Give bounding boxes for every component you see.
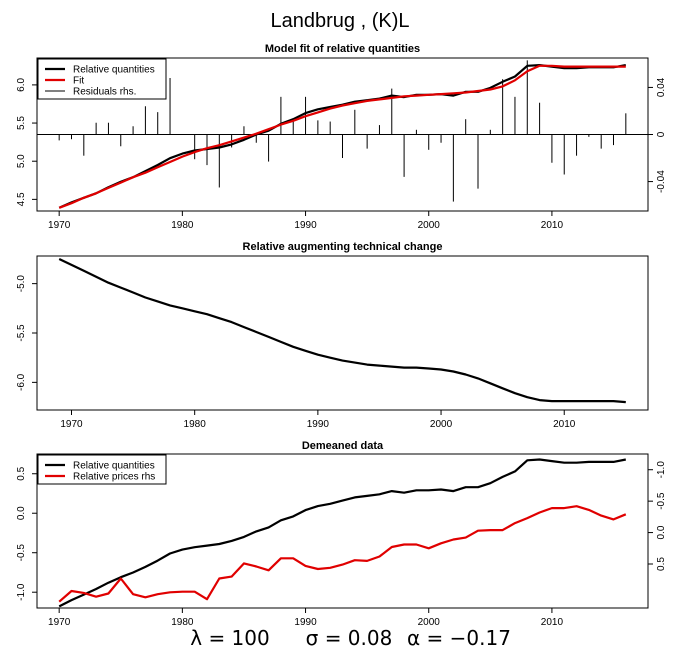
legend-label: Relative quantities	[73, 65, 155, 76]
y-tick-label: -5.0	[16, 275, 27, 293]
plot-frame	[36, 255, 649, 411]
y-right-tick-label: -0.04	[656, 170, 667, 193]
plot-frame	[36, 453, 649, 609]
x-tick-label: 1980	[171, 617, 194, 628]
legend-label: Fit	[73, 76, 84, 87]
x-tick-label: 1970	[48, 617, 71, 628]
x-tick-label: 2010	[541, 220, 564, 231]
y-right-tick-label: -1.0	[656, 461, 667, 479]
lambda-value: λ = 100	[190, 626, 269, 650]
chart-panels: Model fit of relative quantities 1970 1980…	[16, 43, 667, 628]
y-right-tick-label: 0.0	[656, 525, 667, 539]
series-fit	[58, 64, 626, 209]
y-tick-label: -5.5	[16, 324, 27, 342]
legend-label: Relative prices rhs	[73, 472, 155, 483]
y-tick-label: -0.5	[16, 544, 27, 562]
y-right-tick-label: 0.5	[656, 557, 667, 571]
panel-technical-change: Relative augmenting technical change 1970…	[16, 241, 649, 430]
panel-title: Demeaned data	[302, 440, 384, 452]
y-tick-label: 6.0	[16, 78, 27, 92]
panel-title: Model fit of relative quantities	[265, 43, 420, 55]
x-tick-label: 2010	[541, 617, 564, 628]
y-tick-label: -6.0	[16, 373, 27, 391]
series-relative-quantities	[58, 458, 627, 608]
parameter-footer: λ = 100 σ = 0.08 α = −0.17	[190, 626, 511, 650]
y-right-tick-label: -0.5	[656, 492, 667, 510]
y-right-tick-label: 0.04	[656, 77, 667, 97]
alpha-value: α = −0.17	[407, 626, 511, 650]
x-tick-label: 1990	[294, 220, 317, 231]
y-tick-label: 5.5	[16, 116, 27, 130]
legend-label: Residuals rhs.	[73, 87, 136, 98]
x-tick-label: 2010	[553, 419, 576, 430]
x-tick-label: 2000	[418, 617, 441, 628]
y-tick-label: 0.5	[16, 466, 27, 480]
x-tick-label: 1970	[48, 220, 71, 231]
x-tick-label: 1970	[60, 419, 83, 430]
series-technical-change	[58, 258, 626, 404]
panel-demeaned-data: Demeaned data 1970 1980 1990 2000 2010 -1.0 -0.…	[16, 440, 667, 628]
y-right-tick-label: 0	[656, 131, 667, 137]
y-tick-label: -1.0	[16, 583, 27, 601]
x-tick-label: 2000	[430, 419, 453, 430]
x-tick-label: 1980	[184, 419, 207, 430]
legend-box	[37, 454, 167, 485]
x-tick-label: 1980	[171, 220, 194, 231]
x-tick-label: 1990	[307, 419, 330, 430]
y-tick-label: 0.0	[16, 506, 27, 520]
x-tick-label: 1990	[294, 617, 317, 628]
main-title: Landbrug , (K)L	[271, 10, 410, 32]
legend-label: Relative quantities	[73, 461, 155, 472]
y-tick-label: 5.0	[16, 154, 27, 168]
series-relative-prices	[58, 505, 627, 603]
y-tick-label: 4.5	[16, 192, 27, 206]
panel-title: Relative augmenting technical change	[243, 241, 443, 253]
sigma-value: σ = 0.08	[306, 626, 393, 650]
panel-model-fit: Model fit of relative quantities 1970 1980…	[16, 43, 667, 231]
x-tick-label: 2000	[418, 220, 441, 231]
